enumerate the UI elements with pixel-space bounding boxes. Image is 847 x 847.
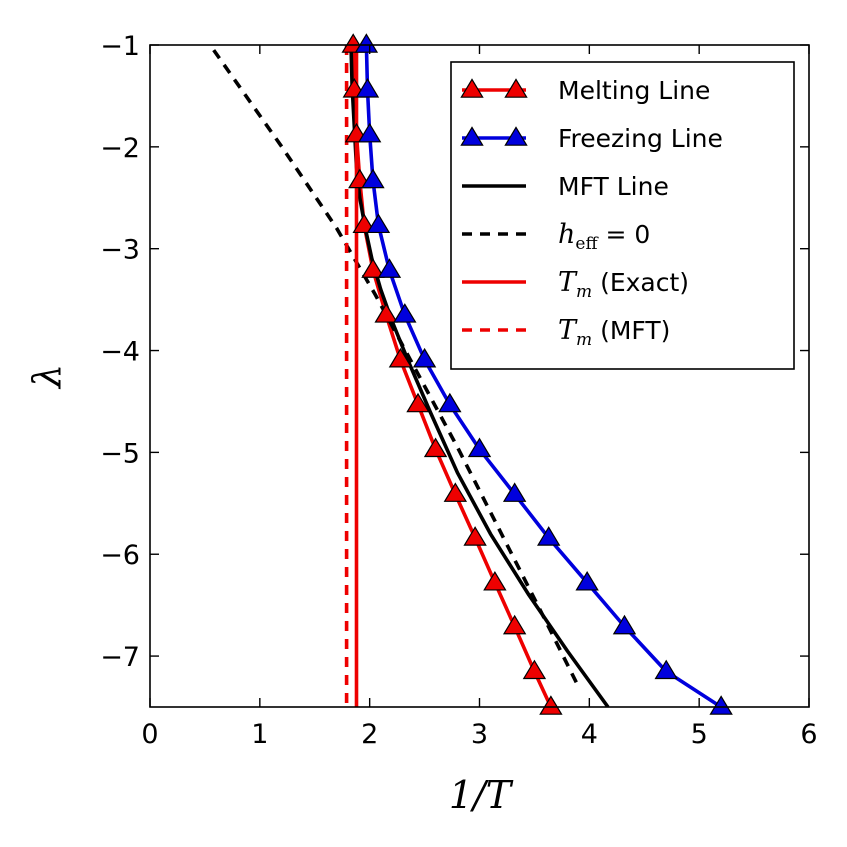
x-tick-label: 0: [141, 719, 158, 750]
series-melting-line-marker: [352, 213, 376, 234]
y-tick-label: −2: [100, 133, 140, 164]
legend-t-m-mft-label: Tm (MFT): [558, 315, 670, 350]
y-tick-label: −3: [100, 235, 140, 266]
y-tick-label: −5: [100, 438, 140, 469]
legend-h-eff-0-label: heff = 0: [558, 219, 650, 254]
series-freezing-line-marker: [377, 258, 402, 278]
series-freezing-line-marker: [438, 392, 462, 413]
x-tick-label: 1: [251, 719, 268, 750]
series-melting-line-marker: [406, 392, 430, 413]
x-tick-label: 6: [800, 719, 817, 750]
series-melting-line-marker: [423, 437, 448, 458]
series-freezing-line-marker: [654, 659, 678, 680]
series-melting-line-marker: [502, 614, 527, 635]
series-h-eff-0-line: [212, 49, 581, 688]
series-freezing-line-marker: [467, 437, 492, 458]
series-freezing-line-marker: [536, 526, 561, 546]
legend-melting-line-marker: [460, 78, 484, 98]
series-melting-line-marker: [361, 258, 385, 278]
legend-freezing-line-label: Freezing Line: [558, 124, 723, 153]
legend-frame: [450, 61, 795, 370]
series-freezing-line-marker: [612, 614, 637, 635]
y-tick-label: −4: [100, 337, 140, 368]
marker-layer: [341, 33, 733, 715]
series-melting-line-marker: [374, 303, 398, 323]
series-melting-line-marker: [463, 526, 487, 546]
series-freezing-line-marker: [354, 33, 379, 53]
legend-entries: Melting Line Freezing Line MFT Line heff = …: [460, 76, 723, 350]
legend-t-m-exact-label: Tm (Exact): [558, 267, 689, 302]
y-tick-label: −1: [100, 31, 140, 62]
legend-melting-line-marker: [504, 78, 528, 98]
x-tick-label: 5: [691, 719, 708, 750]
series-freezing-line-marker: [502, 482, 527, 502]
x-tick-label: 2: [361, 719, 378, 750]
series-freezing-line-line: [364, 45, 723, 707]
x-axis-label: 1/T: [449, 773, 514, 817]
y-tick-label: −7: [100, 642, 140, 673]
series-melting-line-marker: [483, 570, 507, 591]
series-freezing-line-marker: [393, 303, 417, 323]
legend-freezing-line-marker: [460, 126, 484, 146]
legend-freezing-line-marker: [504, 126, 528, 146]
series-freezing-line-marker: [361, 168, 385, 189]
series-melting-line-marker: [388, 347, 413, 368]
series-melting-line-marker: [522, 659, 547, 680]
legend: Melting Line Freezing Line MFT Line heff = …: [450, 61, 795, 370]
tick-layer: 0 1 2 3 4 5 6 −1 −2 −3 −4 −5 −6 −7: [100, 31, 817, 750]
series-freezing-line-marker: [355, 78, 380, 98]
legend-melting-line-label: Melting Line: [558, 76, 710, 105]
series-melting-line-marker: [539, 695, 563, 715]
y-tick-label: −6: [100, 540, 140, 571]
legend-mft-line-label: MFT Line: [558, 172, 669, 201]
series-freezing-line-marker: [709, 695, 733, 715]
x-tick-label: 3: [471, 719, 488, 750]
y-axis-label: λ: [25, 364, 69, 390]
series-freezing-line-marker: [357, 122, 382, 143]
series-freezing-line-marker: [366, 213, 391, 234]
x-tick-label: 4: [581, 719, 598, 750]
series-melting-line-marker: [443, 482, 468, 502]
series-freezing-line-marker: [412, 347, 437, 368]
series-freezing-line-marker: [575, 570, 599, 591]
